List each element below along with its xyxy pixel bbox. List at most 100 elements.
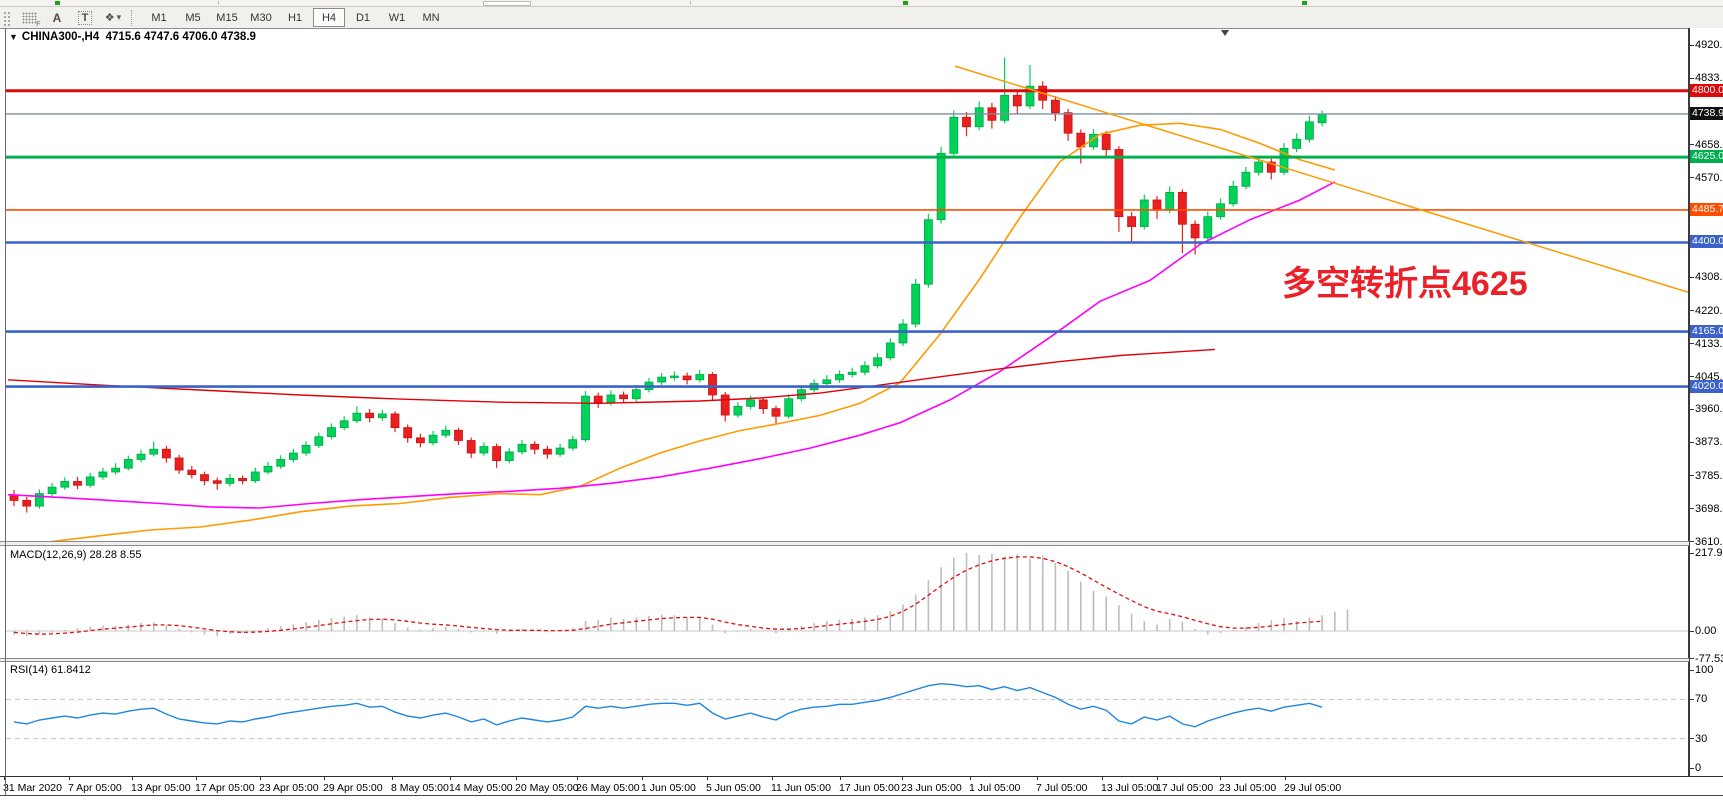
time-tick-mark: [4, 777, 5, 780]
rsi-tick-label: 70: [1695, 693, 1708, 706]
price-tick-label: 3960.5: [1695, 403, 1723, 416]
rsi-tick-label: 0: [1695, 762, 1702, 774]
crosshair-grid-icon: [21, 11, 41, 28]
toolbar-bit: [1302, 1, 1307, 5]
price-tick-label: 4920.5: [1695, 39, 1723, 51]
time-tick-mark: [196, 777, 197, 780]
timeframe-button-d1[interactable]: D1: [355, 11, 371, 24]
price-tick-mark: [1690, 508, 1694, 510]
timeframe-button-h4[interactable]: H4: [313, 8, 345, 27]
level-lines: [6, 89, 1688, 388]
text-box-icon: T: [77, 10, 93, 25]
ma-magenta: [7, 181, 1336, 509]
toolbar-separator: [131, 9, 138, 26]
price-tick-label: 3610.5: [1695, 535, 1723, 548]
macd-histogram: [13, 552, 1349, 637]
chart-symbol-label: CHINA300-,H4: [21, 31, 100, 43]
timeframe-button-h1[interactable]: H1: [287, 11, 303, 24]
rsi-label: RSI(14) 61.8412: [10, 664, 91, 676]
main-chart-canvas[interactable]: [0, 28, 1689, 543]
pane-splitter[interactable]: [0, 658, 1723, 662]
chart-title: ▼ CHINA300-,H4 4715.6 4747.6 4706.0 4738.…: [9, 31, 256, 43]
text-label-button[interactable]: A: [44, 8, 70, 28]
macd-tick-label: -77.53: [1695, 652, 1723, 665]
timeframe-button-m1[interactable]: M1: [151, 11, 167, 24]
rsi-pane-canvas[interactable]: [0, 662, 1689, 776]
trendline[interactable]: [954, 65, 1689, 293]
time-tick-mark: [132, 777, 133, 780]
time-tick-label: 7 Jul 05:00: [1036, 782, 1088, 794]
price-axis[interactable]: 4920.5 4833.0 4658.0 4570.5 4308.0 4220.5 4133…: [1689, 28, 1723, 776]
timeframe-button-m5[interactable]: M5: [185, 11, 201, 24]
crosshair-grid-button[interactable]: [16, 8, 42, 28]
time-tick-mark: [970, 777, 971, 780]
main-toolbar: A T ❖ ▾ M1 M5 M15 M30 H1 H4 D1 W1 MN: [0, 7, 1723, 29]
time-axis[interactable]: 31 Mar 2020 7 Apr 05:00 13 Apr 05:00 17 Apr…: [0, 776, 1723, 800]
time-tick-label: 23 Apr 05:00: [259, 782, 319, 794]
time-tick-mark: [1220, 777, 1221, 780]
time-tick-label: 17 Jun 05:00: [839, 782, 900, 794]
chart-left-border: [5, 28, 6, 795]
rsi-tick-mark: [1690, 669, 1694, 671]
chart-dropdown-icon[interactable]: ▼: [9, 32, 18, 42]
time-tick-label: 26 May 05:00: [576, 782, 640, 794]
timeframe-button-mn[interactable]: MN: [422, 11, 440, 24]
time-tick-mark: [840, 777, 841, 780]
time-tick-mark: [516, 777, 517, 780]
price-tick-mark: [1690, 475, 1694, 477]
timeframe-button-m30[interactable]: M30: [250, 11, 272, 24]
timeframe-button-w1[interactable]: W1: [388, 11, 406, 24]
toolbar-drag-handle[interactable]: [2, 9, 12, 26]
time-tick-mark: [642, 777, 643, 780]
time-tick-label: 5 Jun 05:00: [706, 782, 761, 794]
time-tick-mark: [450, 777, 451, 780]
shapes-button[interactable]: ❖ ▾: [100, 8, 126, 28]
timeframe-button-group: M1 M5 M15 M30 H1 H4 D1 W1 MN: [142, 8, 448, 27]
price-tick-label: 4570.5: [1695, 171, 1723, 184]
price-tick-mark: [1690, 441, 1694, 443]
rsi-tick-label: 100: [1695, 664, 1714, 676]
time-tick-label: 1 Jun 05:00: [641, 782, 696, 794]
text-box-button[interactable]: T: [72, 8, 98, 28]
time-tick-label: 31 Mar 2020: [3, 782, 62, 794]
price-badge: 4020.0: [1690, 379, 1723, 393]
time-tick-mark: [69, 777, 70, 780]
macd-tick-label: 217.93: [1695, 547, 1723, 559]
price-tick-label: 3873.0: [1695, 436, 1723, 449]
price-badge: 4165.0: [1690, 324, 1723, 338]
time-tick-label: 23 Jul 05:00: [1219, 782, 1277, 794]
window-bottom-edge: [0, 795, 1723, 796]
time-tick-label: 29 Apr 05:00: [323, 782, 383, 794]
time-tick-label: 17 Apr 05:00: [195, 782, 255, 794]
macd-tick-mark: [1690, 552, 1694, 554]
pane-splitter[interactable]: [0, 541, 1723, 546]
time-tick-mark: [1102, 777, 1103, 780]
price-tick-mark: [1690, 343, 1694, 345]
price-tick-mark: [1690, 77, 1694, 79]
toolbar-bit: [483, 1, 531, 6]
rsi-tick-mark: [1690, 738, 1694, 740]
price-badge: 4738.9: [1690, 106, 1723, 120]
chart-annotation-text: 多空转折点4625: [1282, 265, 1528, 303]
timeframe-button-m15[interactable]: M15: [216, 11, 238, 24]
rsi-tick-mark: [1690, 698, 1694, 700]
rsi-tick-mark: [1690, 767, 1694, 769]
time-tick-label: 29 Jul 05:00: [1284, 782, 1342, 794]
price-badge: 4400.0: [1690, 235, 1723, 249]
top-toolbar-partial: [0, 0, 1723, 7]
macd-pane-canvas[interactable]: [0, 546, 1689, 658]
chevron-down-icon[interactable]: ▾: [116, 12, 122, 22]
chart-ohlc-values: 4715.6 4747.6 4706.0 4738.9: [105, 31, 256, 43]
time-tick-mark: [1285, 777, 1286, 780]
price-tick-label: 4833.0: [1695, 72, 1723, 85]
macd-tick-mark: [1690, 630, 1694, 632]
time-tick-label: 13 Apr 05:00: [131, 782, 191, 794]
time-tick-mark: [577, 777, 578, 780]
time-tick-mark: [707, 777, 708, 780]
price-tick-label: 4133.0: [1695, 337, 1723, 350]
toolbar-bit: [903, 1, 908, 5]
price-tick-mark: [1690, 177, 1694, 179]
price-tick-label: 4220.5: [1695, 304, 1723, 317]
price-tick-mark: [1690, 376, 1694, 378]
chart-shift-marker: [1221, 30, 1229, 36]
